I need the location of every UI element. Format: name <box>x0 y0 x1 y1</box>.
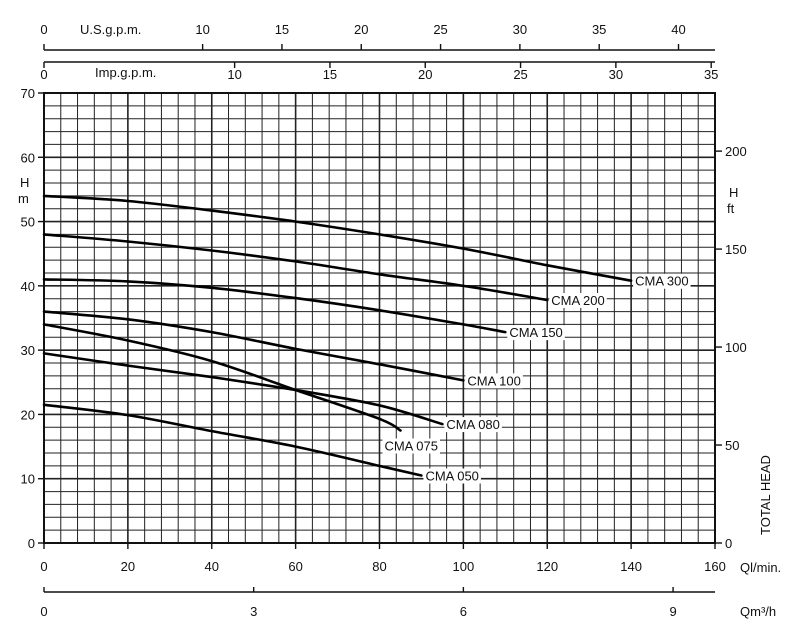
y-right-tick-label: 100 <box>725 340 747 355</box>
curve-cma-080 <box>42 352 444 426</box>
curve-cma-075 <box>42 323 402 432</box>
curve-label-group-cma-100: CMA 100 <box>465 373 523 389</box>
x-axis-top-imp-label: Imp.g.p.m. <box>95 65 156 80</box>
x-top-imp-tick-label: 35 <box>704 67 718 82</box>
y-left-tick-label: 50 <box>21 215 35 230</box>
x-top-imp-tick-label: 30 <box>609 67 623 82</box>
axes <box>38 44 722 593</box>
curve-label-group-cma-075: CMA 075 <box>382 438 440 454</box>
x-tick-label: 40 <box>205 559 219 574</box>
x-top-us-tick-label: 15 <box>275 22 289 37</box>
x-top-us-tick-label: 25 <box>433 22 447 37</box>
curve-label-bg <box>549 293 607 308</box>
x-bottom-tick-label: 0 <box>40 604 47 619</box>
x-axis-label: Ql/min. <box>740 560 781 575</box>
x-axis-top-us-label: U.S.g.p.m. <box>80 22 141 37</box>
x-top-us-tick-label: 0 <box>40 22 47 37</box>
grid-lines <box>43 92 716 544</box>
x-top-us-tick-label: 10 <box>195 22 209 37</box>
y-left-tick-label: 70 <box>21 86 35 101</box>
x-axis-bottom-label: Qm³/h <box>740 604 776 619</box>
x-top-us-tick-label: 20 <box>354 22 368 37</box>
curve-labels: CMA 300 CMA 200 CMA 150 CMA 100 CMA 080 CMA 0… <box>382 273 691 484</box>
curve-label-cma-150: CMA 150 <box>509 325 562 340</box>
x-top-us-tick-label: 30 <box>513 22 527 37</box>
x-tick-label: 0 <box>40 559 47 574</box>
curve-label-bg <box>423 468 481 484</box>
x-top-imp-tick-label: 25 <box>513 67 527 82</box>
curve-cma-100 <box>42 310 465 382</box>
curve-cma-200 <box>42 233 549 302</box>
y-axis-right-label-h: H <box>729 185 738 200</box>
curve-label-cma-080: CMA 080 <box>446 417 499 432</box>
curve-label-cma-300: CMA 300 <box>635 274 688 289</box>
x-top-imp-tick-label: 0 <box>40 67 47 82</box>
x-tick-label: 100 <box>453 559 475 574</box>
curve-label-bg <box>444 417 502 433</box>
y-axis-right-title: TOTAL HEAD <box>758 455 773 535</box>
curve-label-cma-075: CMA 075 <box>384 439 437 454</box>
curve-label-cma-050: CMA 050 <box>425 469 478 484</box>
curve-label-cma-100: CMA 100 <box>467 373 520 388</box>
x-top-us-tick-label: 35 <box>592 22 606 37</box>
x-tick-label: 60 <box>288 559 302 574</box>
x-bottom-tick-label: 3 <box>250 604 257 619</box>
curve-cma-050 <box>42 403 423 477</box>
y-axis-left-label-m: m <box>18 191 29 206</box>
y-left-tick-label: 20 <box>21 407 35 422</box>
y-left-tick-label: 40 <box>21 279 35 294</box>
curve-cma-150 <box>42 278 507 334</box>
x-bottom-tick-label: 6 <box>460 604 467 619</box>
x-tick-label: 20 <box>121 559 135 574</box>
y-left-tick-label: 60 <box>21 150 35 165</box>
y-axis-left-label-h: H <box>20 175 29 190</box>
y-left-tick-label: 0 <box>28 536 35 551</box>
curve-label-bg <box>382 438 440 454</box>
y-right-tick-label: 200 <box>725 144 747 159</box>
x-bottom-tick-label: 9 <box>669 604 676 619</box>
curve-label-group-cma-200: CMA 200 <box>549 293 607 308</box>
pump-curves <box>42 194 633 477</box>
x-tick-label: 120 <box>536 559 558 574</box>
curve-cma-300 <box>42 194 633 282</box>
x-tick-label: 140 <box>620 559 642 574</box>
curve-label-group-cma-150: CMA 150 <box>507 325 565 341</box>
curve-label-bg <box>633 273 691 289</box>
curve-label-group-cma-300: CMA 300 <box>633 273 691 289</box>
x-top-imp-tick-label: 15 <box>323 67 337 82</box>
y-right-tick-label: 0 <box>725 536 732 551</box>
y-right-tick-label: 150 <box>725 242 747 257</box>
x-top-us-tick-label: 40 <box>671 22 685 37</box>
curve-label-group-cma-050: CMA 050 <box>423 468 481 484</box>
x-tick-label: 160 <box>704 559 726 574</box>
x-tick-label: 80 <box>372 559 386 574</box>
curve-label-bg <box>507 325 565 341</box>
y-left-tick-label: 30 <box>21 343 35 358</box>
y-axis-right-label-ft: ft <box>727 201 735 216</box>
curve-label-cma-200: CMA 200 <box>551 293 604 308</box>
curve-label-bg <box>465 373 523 389</box>
x-top-imp-tick-label: 10 <box>227 67 241 82</box>
y-left-tick-label: 10 <box>21 472 35 487</box>
curve-label-group-cma-080: CMA 080 <box>444 417 502 433</box>
y-right-tick-label: 50 <box>725 438 739 453</box>
x-top-imp-tick-label: 20 <box>418 67 432 82</box>
